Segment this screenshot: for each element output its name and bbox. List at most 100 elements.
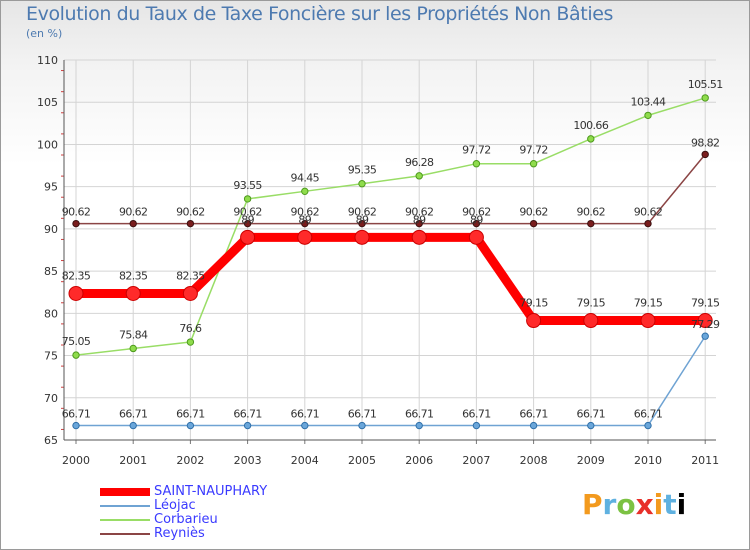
data-label: 82.35 (119, 269, 148, 282)
series-line-0 (71, 232, 710, 326)
data-point (243, 219, 252, 228)
y-tick-label: 85 (44, 265, 58, 278)
legend-label: SAINT-NAUPHARY (154, 484, 268, 499)
legend-swatch (100, 505, 150, 507)
data-label: 90.62 (119, 206, 148, 219)
data-point (301, 421, 309, 430)
data-point (129, 421, 137, 430)
legend-swatch (100, 533, 150, 535)
data-label: 66.71 (519, 408, 548, 421)
data-point (301, 219, 309, 228)
data-point (186, 338, 195, 346)
data-label: 77.29 (691, 318, 720, 331)
data-label: 89 (241, 213, 254, 226)
data-label: 90.62 (519, 206, 548, 219)
x-tick-label: 2001 (119, 454, 147, 467)
data-point (186, 219, 195, 228)
data-point (72, 421, 80, 430)
x-tick-label: 2005 (348, 454, 376, 467)
x-tick-label: 2010 (634, 454, 662, 467)
data-point (297, 229, 313, 245)
data-label: 82.35 (62, 269, 91, 282)
y-tick-label: 100 (37, 138, 58, 151)
data-label: 94.45 (291, 171, 320, 184)
data-point (243, 195, 252, 203)
data-point (701, 94, 709, 102)
y-tick-label: 80 (44, 307, 58, 320)
data-label: 66.71 (291, 408, 320, 421)
x-tick-label: 2004 (291, 454, 319, 467)
data-point (526, 313, 542, 329)
data-label: 66.71 (462, 408, 491, 421)
y-tick-label: 90 (44, 223, 58, 236)
legend-swatch (100, 519, 150, 521)
data-label: 97.72 (462, 144, 491, 157)
data-label: 97.72 (519, 144, 548, 157)
data-point (129, 219, 137, 228)
y-tick-label: 75 (44, 350, 58, 363)
data-label: 66.71 (176, 408, 205, 421)
data-point (68, 285, 84, 301)
data-point (182, 285, 198, 301)
data-point (472, 421, 481, 430)
y-tick-label: 105 (37, 96, 58, 109)
data-label: 90.62 (233, 206, 262, 219)
data-label: 82.35 (176, 269, 205, 282)
chart-title: Evolution du Taux de Taxe Foncière sur l… (26, 3, 614, 25)
data-label: 75.84 (119, 328, 148, 341)
data-point (358, 421, 366, 430)
data-point (358, 219, 366, 228)
x-tick-label: 2003 (234, 454, 262, 467)
data-label: 89 (356, 213, 369, 226)
data-point (644, 219, 652, 228)
axes: 65 70 75 80 85 90 95 100 105 110 2000 2001 2002 2003 2… (37, 54, 719, 467)
data-label: 79.15 (634, 297, 663, 310)
data-label: 95.35 (348, 164, 377, 177)
data-point (583, 313, 599, 329)
data-label: 90.62 (176, 206, 205, 219)
data-point (644, 421, 652, 430)
x-tick-label: 2006 (405, 454, 433, 467)
data-point (472, 159, 481, 168)
data-label: 93.55 (233, 179, 262, 192)
legend-label: Léojac (154, 498, 196, 513)
chart-unit-label: (en %) (26, 27, 63, 40)
data-point (701, 150, 709, 159)
y-tick-label: 70 (44, 392, 58, 405)
data-label: 90.62 (405, 206, 434, 219)
data-label: 90.62 (348, 206, 377, 219)
legend-swatch (100, 488, 150, 496)
legend-label: Corbarieu (154, 512, 218, 527)
series-line-3 (75, 153, 706, 225)
data-label: 98.82 (691, 136, 720, 149)
data-label: 89 (413, 213, 426, 226)
data-label: 66.71 (405, 408, 434, 421)
x-tick-label: 2011 (691, 454, 719, 467)
data-point (72, 219, 80, 228)
data-label: 66.71 (634, 408, 663, 421)
data-label: 90.62 (634, 206, 663, 219)
data-point (529, 219, 538, 228)
data-label: 66.71 (233, 408, 262, 421)
data-point (415, 219, 423, 228)
data-point (358, 180, 366, 188)
data-label: 76.6 (179, 322, 202, 335)
x-tick-label: 2002 (176, 454, 204, 467)
series-line-2 (75, 97, 706, 356)
data-point (640, 313, 656, 329)
y-tick-label: 95 (44, 181, 58, 194)
data-point (472, 219, 481, 228)
data-label: 79.15 (519, 297, 548, 310)
data-label: 90.62 (62, 206, 91, 219)
data-label: 79.15 (691, 297, 720, 310)
data-point (587, 135, 595, 143)
data-label: 89 (470, 213, 483, 226)
data-label: 75.05 (62, 335, 91, 348)
data-point (411, 229, 427, 245)
data-point (701, 332, 709, 340)
data-label: 79.15 (577, 297, 606, 310)
data-point (243, 421, 252, 430)
data-label: 96.28 (405, 156, 434, 169)
